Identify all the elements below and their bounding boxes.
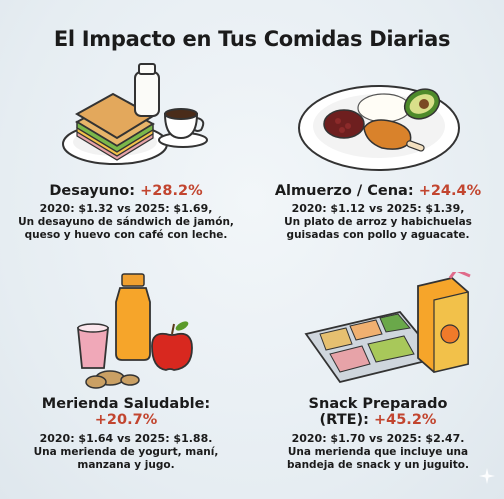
price-comparison: 2020: $1.12 vs 2025: $1.39, [291,202,465,215]
card-title: Merienda Saludable: [41,396,211,412]
card-title: Snack Preparado [308,396,448,412]
description-line-1: Un desayuno de sándwich de jamón, [18,216,234,228]
percent-change: +20.7% [94,412,158,428]
percent-change: +28.2% [140,183,203,199]
meal-name: Desayuno: [49,183,136,199]
description-line-2: guisadas con pollo y aguacate. [286,229,470,241]
description-line-2: queso y huevo con café con leche. [24,229,228,241]
card-snack-preparado: Snack Preparado (RTE): +45.2% 2020: $1.7… [252,250,504,499]
snack-tray-illustration [304,272,471,384]
card-title-line-2: (RTE): +45.2% [252,412,504,429]
description-line-2: manzana y jugo. [77,459,175,471]
price-comparison: 2020: $1.70 vs 2025: $2.47. [291,432,465,445]
meal-name-suffix: (RTE): [319,412,369,428]
card-title: Desayuno: +28.2% [0,183,252,200]
percent-change: +45.2% [373,412,437,428]
description-line-1: Un plato de arroz y habichuelas [284,216,472,228]
meal-name: Almuerzo / Cena: [274,183,414,199]
percent-change: +24.4% [418,183,482,199]
card-title: Almuerzo / Cena: +24.4% [252,183,504,200]
healthy-snack-illustration [77,273,193,389]
description-line-1: Una merienda que incluye una [287,446,469,458]
sparkle-icon [479,468,495,484]
page-title: El Impacto en Tus Comidas Diarias [53,27,451,51]
lunch-plate-illustration [298,85,460,171]
description-line-2: bandeja de snack y un juguito. [286,459,469,471]
price-comparison: 2020: $1.64 vs 2025: $1.88. [39,432,213,445]
price-comparison: 2020: $1.32 vs 2025: $1.69, [39,202,213,215]
description-line-1: Una merienda de yogurt, maní, [33,446,219,458]
breakfast-illustration [62,63,208,165]
card-merienda-saludable: Merienda Saludable: +20.7% 2020: $1.64 v… [0,250,252,499]
card-almuerzo-cena: Almuerzo / Cena: +24.4% 2020: $1.12 vs 2… [252,0,504,250]
card-desayuno: Desayuno: +28.2% 2020: $1.32 vs 2025: $1… [0,0,252,250]
